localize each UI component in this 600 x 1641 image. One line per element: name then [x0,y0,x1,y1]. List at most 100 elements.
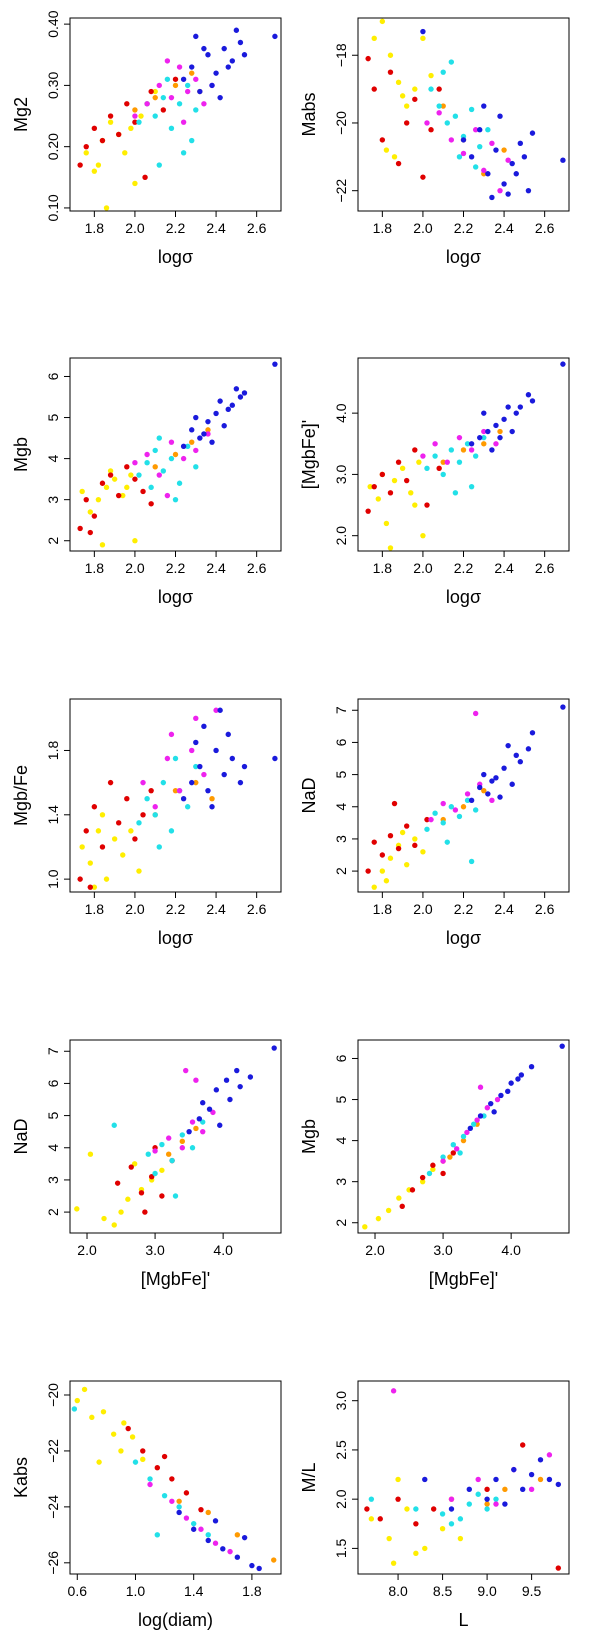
data-point [493,147,499,153]
plot-frame [357,357,570,552]
data-point [176,1504,182,1510]
data-point [205,52,211,58]
data-point [546,1476,553,1483]
data-point [475,1491,481,1497]
data-point [132,460,138,466]
data-point [477,127,483,133]
x-tick-label: 2.2 [454,560,474,576]
x-axis-label: [MgbFe]' [429,1269,498,1289]
data-point [439,1511,446,1517]
data-point [152,113,158,119]
data-point [221,771,227,778]
data-point [87,884,93,890]
data-point [152,94,158,101]
x-tick-label: 1.8 [373,901,393,917]
data-point [229,755,236,762]
plot-frame [357,698,570,893]
data-point [481,441,487,447]
data-point [193,1077,199,1083]
data-point [111,1122,117,1128]
data-point [156,435,162,441]
data-point [168,455,175,462]
series-blue [186,1045,277,1135]
data-point [497,187,503,194]
data-point [176,480,183,486]
data-point [412,96,418,102]
series-blue [180,361,278,449]
data-point [525,187,532,194]
data-point [371,483,377,490]
data-point [148,1174,155,1180]
data-point [419,1178,426,1185]
data-point [481,787,487,794]
data-point [457,1150,463,1156]
plot-frame [69,17,282,212]
x-tick-label: 2.6 [535,560,555,576]
data-point [190,1520,197,1527]
data-point [148,484,154,491]
x-tick-label: 2.0 [413,560,433,576]
data-point [152,804,158,810]
data-point [493,1501,499,1507]
data-point [101,1215,107,1222]
data-point [467,1125,474,1131]
data-point [193,414,199,421]
data-point [179,1138,186,1145]
data-point [201,771,207,778]
data-point [440,69,446,75]
x-axis-label: logσ [158,587,193,607]
data-point [147,1481,153,1488]
data-point [444,839,450,845]
data-point [448,1521,455,1527]
data-point [505,1088,511,1095]
data-point [528,1486,535,1493]
data-point [83,828,89,834]
data-point [189,1119,196,1125]
x-tick-label: 1.4 [184,1583,204,1599]
data-point [412,836,418,842]
data-point [424,826,430,832]
data-point [420,532,426,539]
x-tick-label: 2.6 [247,901,267,917]
data-point [136,119,142,125]
data-point [180,455,187,462]
data-point [518,1072,525,1078]
data-point [515,1076,521,1082]
data-point [379,18,386,25]
series-orange [440,787,487,823]
plot-frame [69,1380,282,1575]
data-point [210,1109,216,1116]
data-point [213,410,219,417]
data-point [432,810,438,816]
x-tick-label: 9.0 [477,1583,497,1599]
series-blue [422,1457,562,1512]
plot-frame [357,17,570,212]
data-point [481,434,487,441]
data-point [395,79,402,86]
data-point [460,804,467,810]
data-point [430,1162,436,1168]
y-tick-label: 5 [45,1111,61,1119]
data-point [440,1170,446,1177]
data-point [225,731,231,738]
scatter-panel: 1.8 2.0 2.2 2.4 2.6 2 3 4 5 6 logσ Mgb [11,357,282,607]
data-point [189,427,195,433]
data-point [217,398,223,404]
data-point [403,103,410,109]
scatter-panel: 0.6 1.0 1.4 1.8 −26 −24 −22 −20 log(diam) Kabs [11,1380,282,1630]
series-red [364,1442,562,1571]
data-point [484,1501,490,1507]
data-point [471,1121,477,1127]
x-tick-label: 2.0 [77,1242,97,1258]
data-point [485,791,491,797]
x-tick-label: 1.0 [126,1583,146,1599]
data-point [436,103,442,109]
y-axis-label: Kabs [11,1457,31,1498]
data-point [371,839,377,845]
data-point [176,787,183,794]
data-point [189,70,195,76]
data-point [95,828,102,834]
data-point [180,76,187,82]
data-point [183,1515,190,1521]
data-point [132,180,138,187]
